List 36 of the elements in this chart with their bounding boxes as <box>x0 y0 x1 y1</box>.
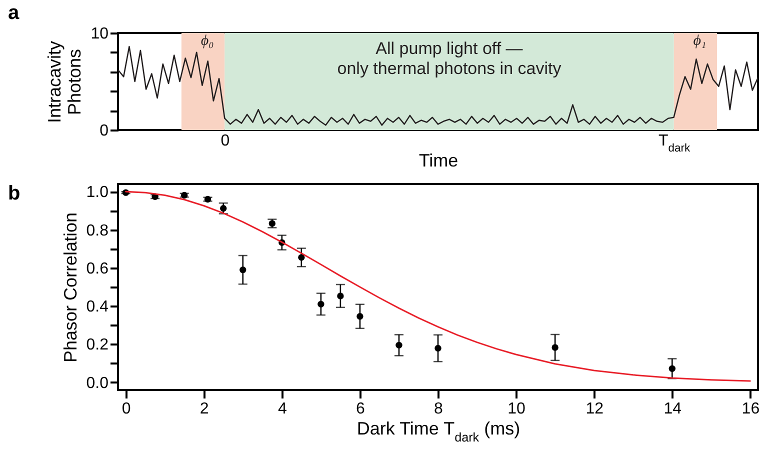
annotation: ϕ₀ <box>200 33 214 49</box>
y-tick-label: 0.8 <box>86 222 109 240</box>
y-axis-title: Intracavity Photons <box>44 40 85 124</box>
x-tick-label: T$_{dark}$ <box>658 132 690 154</box>
x-tick-label: 6 <box>356 400 365 418</box>
band-label: All pump light off — only thermal photons in cavity <box>337 39 562 78</box>
y-tick-label: 1.0 <box>86 184 109 202</box>
x-tick-label: 16 <box>742 400 760 418</box>
x-tick-label: 10 <box>508 400 526 418</box>
point <box>396 342 402 349</box>
point <box>220 205 227 212</box>
x-axis-title: Time <box>418 150 458 170</box>
x-axis-title: Dark Time T$_{dark}$ (ms) <box>356 418 520 444</box>
point <box>434 344 442 352</box>
y-tick-label: 0.4 <box>86 298 109 316</box>
y-tick-label: 0.6 <box>86 260 109 278</box>
point <box>337 292 344 300</box>
x-tick-label: 14 <box>664 400 682 418</box>
point <box>240 266 246 274</box>
annotation: ϕ₁ <box>693 33 706 49</box>
y-tick-label: 0.2 <box>86 336 109 354</box>
x-tick-label: 2 <box>200 400 209 418</box>
point <box>356 313 364 320</box>
chart-title: a <box>8 2 20 24</box>
point <box>298 254 305 261</box>
chart-title: b <box>8 182 20 205</box>
point <box>318 300 324 308</box>
point <box>552 344 558 351</box>
point <box>668 365 676 372</box>
x-tick-label: 8 <box>434 400 444 418</box>
y-tick-label: 10 <box>90 26 109 42</box>
x-tick-label: 0 <box>122 400 131 418</box>
x-tick-label: 12 <box>586 400 604 418</box>
y-axis-title: Phasor Correlation <box>60 212 80 363</box>
x-tick-label: 4 <box>278 400 287 418</box>
y-tick-label: 0.0 <box>86 374 109 392</box>
